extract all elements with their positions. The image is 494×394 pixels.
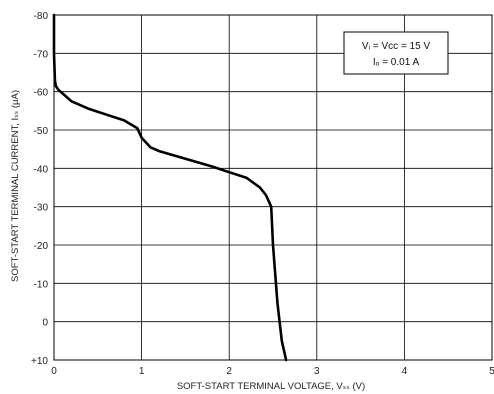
y-tick-label: +10 [31,356,48,367]
y-tick-label: -50 [34,126,49,137]
annotation-box: Vᵢ = Vᴄᴄ = 15 V Iₒ = 0.01 A [343,31,449,75]
annotation-line-1: Vᵢ = Vᴄᴄ = 15 V [362,41,431,52]
x-tick-label: 1 [139,366,145,377]
x-tick-label: 0 [51,366,57,377]
y-tick-label: 0 [42,318,48,329]
y-tick-label: -40 [34,164,49,175]
x-tick-label: 2 [226,366,232,377]
y-tick-label: -10 [34,279,49,290]
plot-area-frame [53,14,493,361]
annotation-frame [343,31,449,75]
y-tick-label: -20 [34,241,49,252]
x-tick-label: 3 [314,366,320,377]
y-tick-label: -70 [34,49,49,60]
y-tick-label: -60 [34,88,49,99]
annotation-line-2: Iₒ = 0.01 A [373,57,420,68]
y-axis-title: SOFT-START TERMINAL CURRENT, Iₛₛ (μA) [10,90,21,282]
x-tick-label: 4 [402,366,408,377]
y-tick-label: -30 [34,203,49,214]
series-line [52,13,288,362]
x-tick-label: 5 [489,366,494,377]
x-axis-title: SOFT-START TERMINAL VOLTAGE, Vₛₛ (V) [177,381,365,392]
chart-grid [54,15,492,360]
tick-labels: 0 1 2 3 4 5-80-70-60-50-40-30-20-100+10 [31,11,494,377]
y-tick-label: -80 [34,11,49,22]
